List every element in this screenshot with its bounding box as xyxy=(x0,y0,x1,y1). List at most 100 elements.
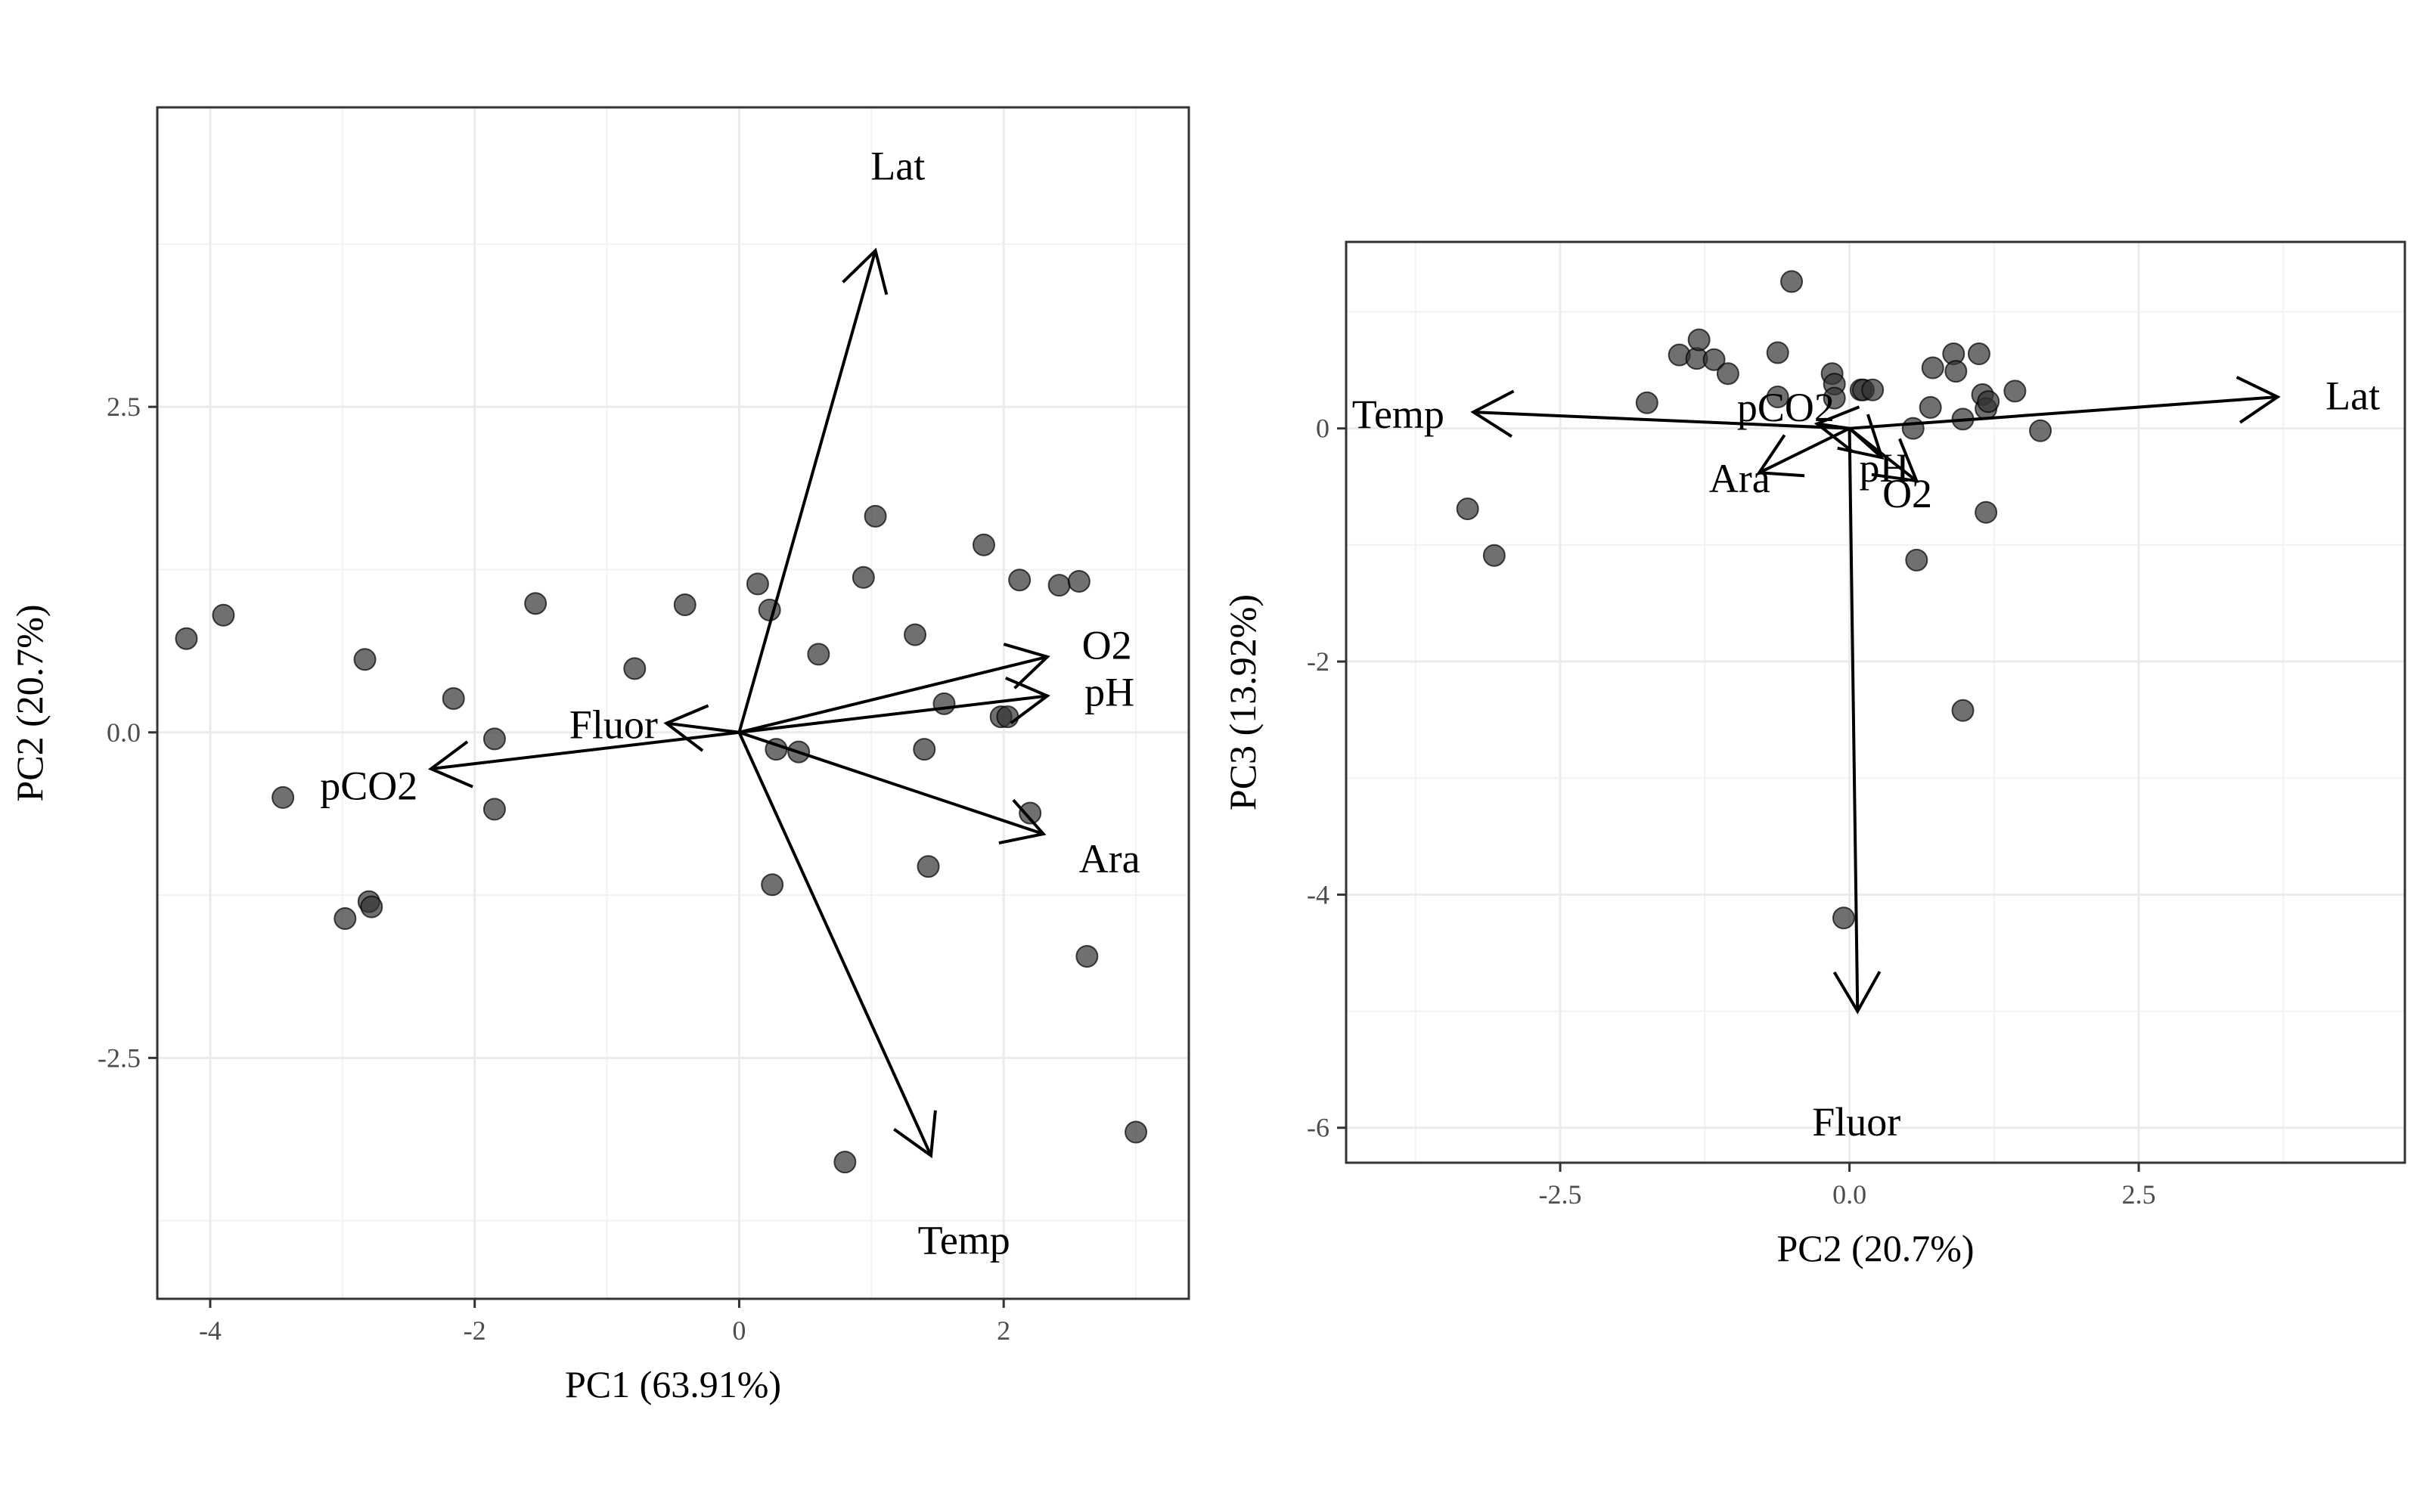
data-point xyxy=(1008,569,1032,592)
vector-o2 xyxy=(738,655,1048,734)
vector-ara xyxy=(738,730,1044,835)
data-point xyxy=(1967,342,1990,366)
vector-label: Lat xyxy=(870,144,925,189)
data-point xyxy=(623,657,647,680)
vector-label: pH xyxy=(1084,669,1134,714)
vector-fluor xyxy=(666,721,740,734)
y-tick-label: -4 xyxy=(1307,879,1329,909)
data-point xyxy=(1482,544,1506,567)
vector-label: Temp xyxy=(918,1217,1010,1263)
y-tick-label: -6 xyxy=(1307,1113,1329,1143)
data-point xyxy=(972,533,995,556)
vector-lat xyxy=(737,249,877,733)
data-point xyxy=(1977,390,2000,414)
vector-pco2 xyxy=(1817,422,1850,430)
data-point xyxy=(996,705,1019,729)
vector-label: Fluor xyxy=(1812,1099,1900,1145)
data-point xyxy=(1951,699,1975,722)
data-point xyxy=(442,686,465,710)
data-point xyxy=(1919,395,1942,419)
vector-arrowhead xyxy=(1756,434,1805,478)
data-point xyxy=(807,643,830,666)
vector-label: Lat xyxy=(2325,373,2380,419)
x-tick-label: 0.0 xyxy=(1832,1179,1866,1210)
vector-fluor xyxy=(1848,428,1860,1012)
vector-label: O2 xyxy=(1882,471,1932,516)
data-point xyxy=(852,565,875,589)
data-point xyxy=(1702,348,1726,371)
vector-arrowhead xyxy=(893,1110,937,1159)
vector-label: Ara xyxy=(1709,456,1770,501)
data-point xyxy=(904,623,927,646)
vector-label: Fluor xyxy=(569,702,658,747)
data-point xyxy=(212,603,235,627)
vector-arrowhead xyxy=(1837,414,1885,460)
x-tick-label: 0 xyxy=(732,1315,746,1346)
x-axis-title: PC2 (20.7%) xyxy=(1776,1227,1974,1269)
data-point xyxy=(1832,906,1855,930)
data-point xyxy=(1766,386,1789,409)
vector-arrowhead xyxy=(663,704,709,752)
vector-ph xyxy=(739,694,1048,734)
data-point xyxy=(2003,380,2027,403)
plot-background xyxy=(157,107,1189,1299)
x-tick-label: -4 xyxy=(199,1315,222,1346)
data-point xyxy=(1766,341,1789,364)
vector-arrowhead xyxy=(2235,376,2281,424)
x-tick-label: 2.5 xyxy=(2122,1179,2156,1210)
data-point xyxy=(917,855,940,878)
plot-border xyxy=(156,106,1190,1300)
y-tick-label: -2 xyxy=(1307,646,1329,677)
vector-temp xyxy=(737,731,932,1157)
data-point xyxy=(1047,574,1071,597)
vector-arrowhead xyxy=(998,798,1047,845)
vector-label: Temp xyxy=(1352,392,1444,437)
y-tick-label: 0 xyxy=(1316,414,1329,444)
y-tick-label: 0.0 xyxy=(107,717,141,748)
data-point xyxy=(2029,419,2052,442)
vector-arrowhead xyxy=(842,247,889,296)
data-point xyxy=(1075,945,1099,968)
data-point xyxy=(1687,328,1711,352)
vector-ara xyxy=(1758,426,1851,475)
y-tick-label: 2.5 xyxy=(107,392,141,422)
vector-lat xyxy=(1849,395,2278,430)
data-point xyxy=(833,1151,857,1174)
vector-arrowhead xyxy=(1871,438,1919,483)
vector-arrowhead xyxy=(1004,677,1050,725)
data-point xyxy=(673,593,697,616)
data-point xyxy=(1125,1120,1148,1144)
data-point xyxy=(1905,548,1928,572)
vector-arrowhead xyxy=(1470,389,1515,438)
data-point xyxy=(1975,500,1998,524)
data-point xyxy=(1901,417,1925,440)
data-point xyxy=(1635,391,1658,414)
vector-arrowhead xyxy=(428,740,473,789)
data-point xyxy=(864,504,887,528)
data-point xyxy=(482,798,506,821)
data-point xyxy=(1861,378,1885,401)
data-point xyxy=(1716,362,1739,386)
x-axis-title: PC1 (63.91%) xyxy=(565,1363,781,1405)
y-axis-title: PC2 (20.7%) xyxy=(8,604,51,801)
data-point xyxy=(1944,360,1968,383)
data-point xyxy=(761,873,784,897)
data-point xyxy=(334,907,357,931)
x-tick-label: -2.5 xyxy=(1539,1179,1582,1210)
data-point xyxy=(482,727,506,751)
data-point xyxy=(913,738,936,761)
y-axis-title: PC3 (13.92%) xyxy=(1221,594,1264,810)
data-point xyxy=(746,572,769,596)
data-point xyxy=(932,692,956,715)
vector-label: O2 xyxy=(1082,622,1132,668)
vector-arrowhead xyxy=(1003,643,1050,689)
data-point xyxy=(271,785,295,809)
data-point xyxy=(1780,270,1804,293)
vector-label: Ara xyxy=(1079,836,1140,881)
vector-o2 xyxy=(1848,427,1918,482)
y-tick-label: -2.5 xyxy=(98,1043,141,1073)
data-point xyxy=(1823,386,1846,410)
